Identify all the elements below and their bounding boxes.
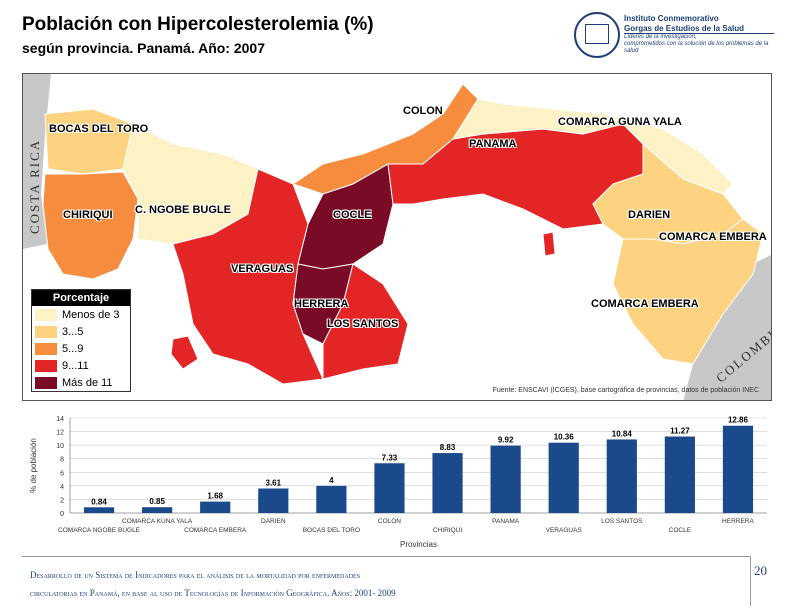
country-label-costa-rica: COSTA RICA: [27, 138, 42, 234]
page-number: 20: [754, 563, 767, 578]
legend-label: 3...5: [62, 325, 84, 338]
y-axis-title: % de población: [29, 438, 38, 493]
pearl-island-shape: [542, 231, 556, 257]
x-tick-label: VERAGUAS: [546, 527, 583, 534]
label-darien: DARIEN: [628, 209, 671, 221]
page-title: Población con Hipercolesterolemia (%): [22, 14, 374, 35]
x-tick-label: COMARCA NGOBE BUGLE: [58, 527, 141, 534]
colombia-shape: [683, 254, 771, 400]
los-santos-shape: [322, 263, 409, 380]
bar-value-label: 7.33: [382, 453, 398, 462]
legend-label: Más de 11: [62, 376, 113, 389]
bar-value-label: 0.85: [149, 497, 165, 506]
label-ngobe: C. NGOBE BUGLE: [135, 204, 231, 216]
choropleth-map: COSTA RICA COLOMBIA BOCAS DEL TORO COLON…: [22, 73, 772, 401]
bocas-shape: [44, 108, 134, 175]
bar-value-label: 9.92: [498, 436, 514, 445]
y-tick-label: 10: [56, 443, 64, 450]
x-axis-title: Provincias: [400, 540, 437, 549]
costa-rica-shape: [23, 74, 51, 249]
coiba-island-shape: [170, 335, 199, 370]
institute-logo: Instituto Conmemorativo Gorgas de Estudi…: [572, 12, 782, 64]
bar-value-label: 0.84: [91, 497, 107, 506]
label-embera-2: COMARCA EMBERA: [591, 298, 699, 310]
seal-icon: [574, 12, 620, 58]
y-tick-label: 8: [60, 457, 64, 464]
bar: [606, 439, 637, 513]
x-tick-label: COCLE: [669, 527, 692, 534]
bar-chart-svg: 0 2 4 6 8 10 12 14 0.84 COMARCA NGOBE BUGLE 0.85 CO…: [29, 416, 767, 549]
legend-swatch: [35, 308, 57, 321]
legend-label: 5...9: [62, 342, 84, 355]
label-chiriqui: CHIRIQUI: [63, 209, 113, 221]
legend-item: 3...5: [32, 323, 130, 340]
x-tick-label: CHIRIQUI: [433, 527, 462, 534]
bar-value-label: 8.83: [440, 443, 456, 452]
x-tick-label: COMARCA EMBERA: [184, 527, 247, 534]
bar-value-label: 1.68: [207, 492, 223, 501]
bar: [258, 488, 289, 513]
label-panama: PANAMA: [469, 138, 517, 150]
bar-value-label: 10.36: [554, 433, 575, 442]
bar: [83, 507, 115, 513]
bar-value-label: 10.84: [612, 429, 633, 438]
legend-swatch: [35, 342, 57, 355]
bar-value-label: 12.86: [728, 416, 749, 425]
x-tick-label: PANAMA: [492, 518, 520, 525]
logo-name: Instituto Conmemorativo Gorgas de Estudi…: [624, 14, 745, 33]
label-herrera: HERRERA: [294, 298, 349, 310]
label-embera-1: COMARCA EMBERA: [659, 231, 767, 243]
label-veraguas: VERAGUAS: [231, 263, 294, 275]
bar: [548, 442, 579, 513]
page-subtitle: según provincia. Panamá. Año: 2007: [22, 40, 266, 56]
x-tick-label: BOCAS DEL TORO: [303, 527, 360, 534]
map-legend: Porcentaje Menos de 3 3...5 5...9 9...11 Más…: [31, 289, 131, 392]
legend-title: Porcentaje: [32, 290, 130, 306]
legend-item: Más de 11: [32, 374, 130, 391]
bar-value-label: 4: [329, 476, 334, 485]
bar: [142, 507, 173, 513]
x-tick-label: COLON: [378, 518, 401, 525]
legend-swatch: [35, 325, 57, 338]
chiriqui-shape: [42, 171, 139, 280]
bar-value-label: 11.27: [670, 427, 690, 436]
bar: [664, 436, 695, 513]
bar: [374, 463, 405, 513]
legend-label: 9...11: [62, 359, 89, 372]
x-tick-label: LOS SANTOS: [601, 518, 643, 525]
bar: [316, 485, 347, 513]
bar: [490, 445, 521, 513]
logo-tagline: Líderes de la investigación, comprometid…: [624, 34, 769, 54]
embera-shape: [612, 218, 764, 365]
label-guna: COMARCA GUNA YALA: [558, 116, 682, 128]
footer-text: Desarrollo de un Sistema de Indicadores …: [30, 570, 396, 598]
legend-swatch: [35, 359, 57, 372]
map-source: Fuente: ENSCAVI (ICGES), base cartográfi…: [492, 387, 759, 394]
bar-chart: 0 2 4 6 8 10 12 14 0.84 COMARCA NGOBE BUGLE 0.85 CO…: [22, 408, 772, 550]
legend-item: 5...9: [32, 340, 130, 357]
bar: [200, 501, 231, 513]
y-tick-label: 12: [56, 430, 64, 437]
map-shapes: [23, 74, 771, 400]
legend-label: Menos de 3: [62, 308, 120, 321]
y-tick-label: 2: [60, 497, 64, 504]
y-tick-label: 0: [60, 511, 64, 518]
legend-item: Menos de 3: [32, 306, 130, 323]
x-tick-label: COMARCA KUNA YALA: [122, 518, 193, 525]
label-los-santos: LOS SANTOS: [327, 318, 399, 330]
bar-value-label: 3.61: [266, 479, 282, 488]
y-tick-label: 6: [60, 470, 64, 477]
label-colon: COLON: [403, 105, 443, 117]
y-tick-label: 14: [56, 416, 64, 423]
x-tick-label: HERRERA: [722, 518, 754, 525]
x-tick-label: DARIEN: [261, 518, 286, 525]
label-bocas: BOCAS DEL TORO: [49, 123, 149, 135]
bar: [722, 425, 754, 513]
legend-item: 9...11: [32, 357, 130, 374]
bar: [432, 453, 463, 513]
label-cocle: COCLE: [333, 209, 372, 221]
legend-swatch: [35, 376, 57, 389]
y-tick-label: 4: [60, 484, 64, 491]
